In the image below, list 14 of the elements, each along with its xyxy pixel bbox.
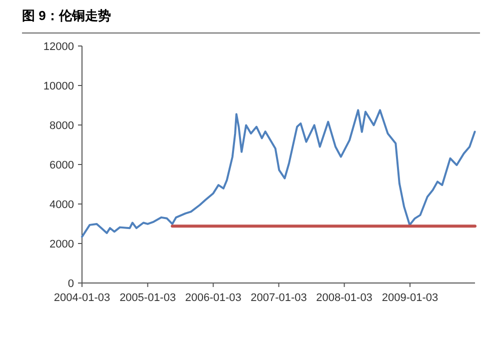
- y-tick-label: 10000: [43, 80, 74, 92]
- x-tick-label: 2007-01-03: [250, 292, 307, 304]
- y-tick-label: 8000: [50, 120, 74, 132]
- x-tick-label: 2004-01-03: [54, 292, 110, 304]
- y-tick-label: 0: [68, 278, 74, 290]
- y-tick-label: 12000: [43, 41, 74, 53]
- x-tick-label: 2006-01-03: [185, 292, 242, 304]
- y-tick-label: 4000: [50, 199, 74, 211]
- y-tick-label: 6000: [50, 160, 74, 172]
- x-tick-label: 2005-01-03: [120, 292, 176, 304]
- title: 图 9：伦铜走势: [22, 8, 111, 23]
- y-tick-label: 2000: [50, 238, 74, 250]
- x-tick-label: 2008-01-03: [316, 292, 372, 304]
- x-tick-label: 2009-01-03: [382, 292, 438, 304]
